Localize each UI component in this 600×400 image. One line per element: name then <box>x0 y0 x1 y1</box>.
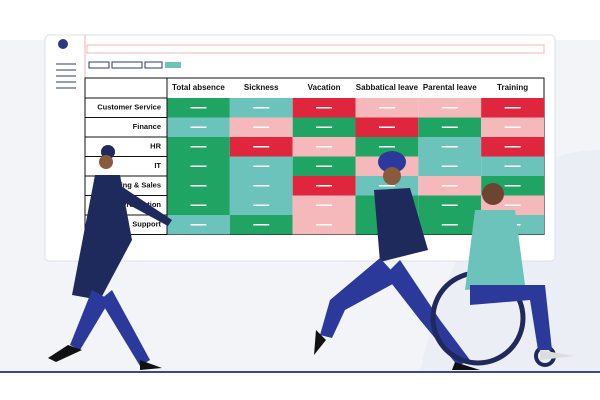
dropdown[interactable] <box>144 61 163 69</box>
dropdown[interactable] <box>111 61 143 69</box>
column-header: Training <box>497 83 528 92</box>
button[interactable] <box>165 62 181 68</box>
person-running <box>314 151 480 370</box>
row-header: Finance <box>133 122 161 131</box>
row-header: Marketing & Sales <box>96 181 161 190</box>
person-walking <box>48 145 172 370</box>
person-wheelchair <box>430 183 575 367</box>
row-header: Support <box>132 220 161 229</box>
column-header: Sickness <box>244 83 279 92</box>
column-header: Total absence <box>172 83 225 92</box>
address-bar[interactable] <box>86 44 545 54</box>
row-header: Customer Service <box>97 103 161 112</box>
column-header: Vacation <box>308 83 341 92</box>
row-header: IT <box>154 161 161 170</box>
row-header: HR <box>150 142 161 151</box>
column-header: Parental leave <box>423 83 477 92</box>
dropdown[interactable] <box>88 61 110 69</box>
sidebar-menu <box>56 63 76 89</box>
column-header: Sabbatical leave <box>356 83 419 92</box>
app-logo <box>58 39 68 49</box>
absence-table: Total absence Sickness Vacation Sabbatical … <box>84 77 545 235</box>
